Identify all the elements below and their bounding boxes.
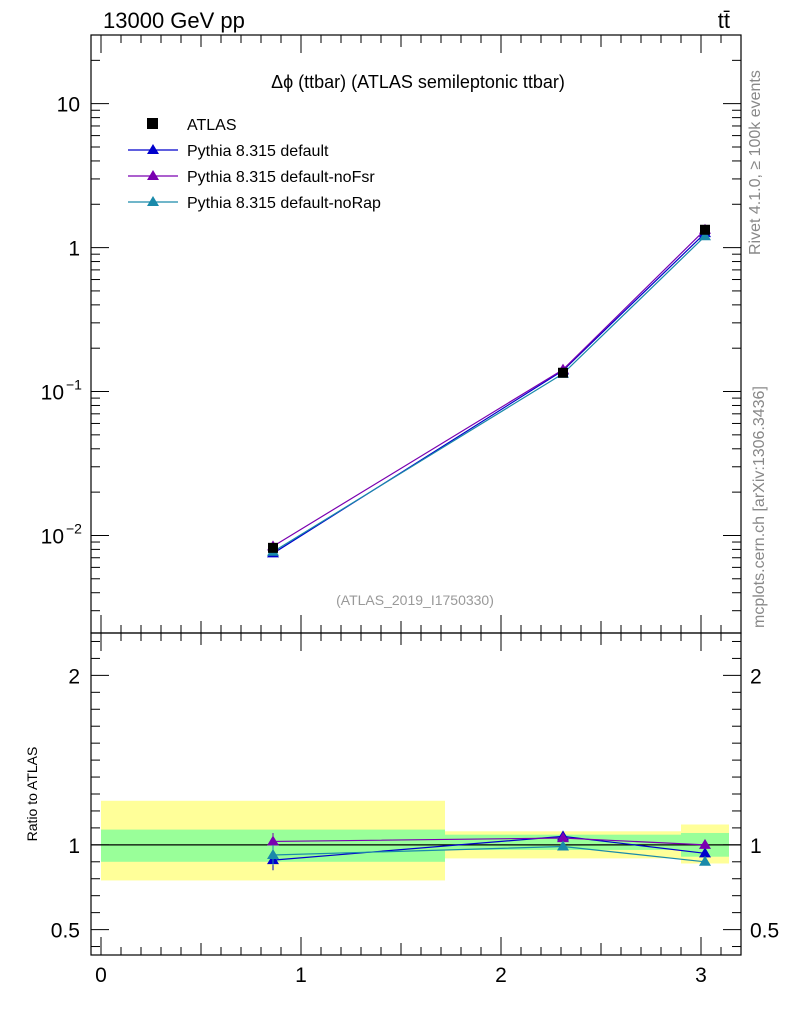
x-tick-label: 1 [295, 964, 307, 987]
analysis-watermark: (ATLAS_2019_I1750330) [336, 592, 494, 608]
ratio-point-0 [699, 847, 711, 858]
ratio-panel-frame [90, 632, 742, 956]
chart-title: Δϕ (ttbar) (ATLAS semileptonic ttbar) [271, 72, 565, 92]
ratio-axes: 0 1 2 3 0.5 0.5 1 1 2 2 [51, 640, 779, 987]
rivet-label: Rivet 4.1.0, ≥ 100k events [747, 70, 764, 255]
x-tick-label: 2 [495, 964, 507, 987]
y-tick-label: 10 [41, 525, 64, 548]
legend-nofsr-label: Pythia 8.315 default-noFsr [187, 169, 375, 186]
process-label: tt̄ [718, 8, 730, 33]
energy-label: 13000 GeV pp [103, 8, 245, 33]
atlas-data-point [558, 367, 568, 378]
legend-atlas-marker [147, 118, 158, 129]
ratio-point-1 [267, 835, 279, 846]
ratio-point-2 [699, 855, 711, 866]
legend: ATLAS Pythia 8.315 default Pythia 8.315 … [128, 117, 381, 212]
x-tick-label: 3 [695, 964, 707, 987]
legend-norap-label: Pythia 8.315 default-noRap [187, 195, 381, 212]
ratio-point-1 [557, 832, 569, 843]
legend-nofsr-marker [147, 170, 159, 180]
ratio-point-1 [699, 838, 711, 849]
ratio-y-tick-label: 1 [68, 835, 80, 858]
ratio-y-tick-label-right: 1 [750, 835, 762, 858]
ratio-point-2 [557, 840, 569, 851]
series-line-0 [272, 232, 706, 554]
x-tick-label: 0 [95, 964, 107, 987]
main-series [267, 223, 711, 558]
ratio-y-tick-label-right: 2 [750, 665, 762, 688]
legend-default-label: Pythia 8.315 default [187, 143, 329, 160]
legend-default-marker [147, 144, 159, 154]
legend-atlas-label: ATLAS [187, 117, 237, 134]
ratio-y-tick-label: 2 [68, 665, 80, 688]
ratio-bands [101, 800, 729, 881]
y-tick-label: 10 [41, 382, 64, 405]
atlas-data-point [700, 224, 710, 235]
atlas-data-point [268, 542, 278, 553]
series-line-1 [272, 229, 706, 547]
y-tick-label: 1 [68, 238, 80, 261]
mcplots-label: mcplots.cern.ch [arXiv:1306.3436] [751, 386, 768, 628]
series-line-2 [272, 235, 706, 553]
ratio-series [267, 830, 711, 871]
ratio-y-tick-label: 0.5 [51, 920, 80, 943]
y-tick-exponent: −2 [66, 520, 82, 536]
y-tick-exponent: −1 [66, 377, 82, 393]
legend-norap-marker [147, 196, 159, 206]
ratio-y-tick-label-right: 0.5 [750, 920, 779, 943]
y-tick-label: 10 [57, 94, 80, 117]
ratio-ylabel: Ratio to ATLAS [24, 747, 40, 842]
series-point-2 [699, 230, 711, 241]
ratio-point-2 [267, 849, 279, 860]
